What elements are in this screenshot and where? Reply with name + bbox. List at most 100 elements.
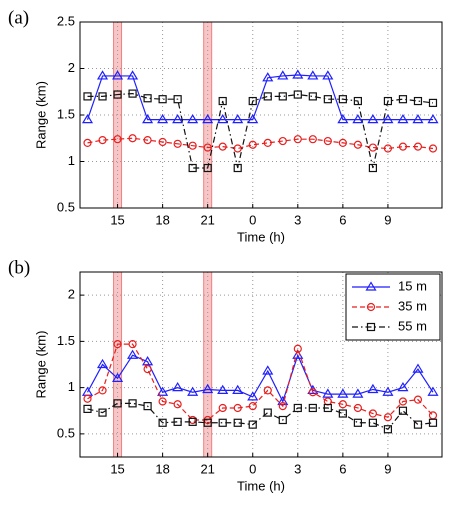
marker xyxy=(412,363,424,373)
marker xyxy=(338,400,347,409)
marker xyxy=(202,383,214,394)
panel-label: (b) xyxy=(8,257,30,278)
marker xyxy=(233,418,242,427)
series-line xyxy=(86,353,434,404)
marker xyxy=(128,399,137,408)
marker xyxy=(143,94,152,103)
marker xyxy=(323,136,332,146)
marker xyxy=(263,386,272,395)
plot-frame xyxy=(79,21,443,209)
marker xyxy=(353,403,362,413)
marker xyxy=(337,388,349,398)
marker xyxy=(293,90,302,99)
marker xyxy=(173,417,182,426)
x-axis-label: Time (h) xyxy=(237,478,285,493)
marker xyxy=(187,113,199,124)
marker xyxy=(127,349,139,359)
marker xyxy=(142,356,154,366)
marker xyxy=(397,113,409,124)
marker xyxy=(293,403,302,413)
marker xyxy=(187,386,199,396)
y-tick-label: 2 xyxy=(68,60,75,75)
x-tick-label: 21 xyxy=(200,461,214,476)
marker xyxy=(398,95,408,104)
x-tick-label: 0 xyxy=(249,461,256,476)
marker xyxy=(337,113,349,124)
x-tick-label: 9 xyxy=(384,461,391,476)
marker xyxy=(262,365,274,375)
marker xyxy=(367,383,379,394)
series-line xyxy=(87,137,434,150)
marker xyxy=(427,386,439,396)
marker xyxy=(428,418,438,427)
marker xyxy=(111,372,124,382)
marker xyxy=(218,142,227,151)
marker xyxy=(322,388,334,398)
marker xyxy=(188,141,197,150)
marker xyxy=(157,386,169,396)
marker xyxy=(143,365,152,374)
marker xyxy=(323,95,332,104)
marker xyxy=(367,113,379,124)
marker xyxy=(233,403,242,413)
series-line xyxy=(87,343,434,421)
y-tick-label: 1.5 xyxy=(57,106,75,121)
marker xyxy=(188,417,197,426)
marker xyxy=(368,418,378,427)
marker xyxy=(248,420,257,429)
marker xyxy=(113,90,122,99)
legend-marker xyxy=(365,281,377,291)
marker xyxy=(188,163,197,173)
marker xyxy=(413,142,423,151)
marker xyxy=(338,138,347,147)
marker xyxy=(233,163,242,173)
marker xyxy=(383,96,393,106)
marker xyxy=(232,113,244,124)
marker xyxy=(81,113,94,124)
marker xyxy=(307,70,319,80)
marker xyxy=(398,397,408,406)
y-tick-label: 0.5 xyxy=(57,199,75,214)
marker xyxy=(323,403,332,413)
marker xyxy=(172,113,184,124)
y-axis-label: Range (km) xyxy=(33,81,48,149)
marker xyxy=(83,92,92,101)
marker xyxy=(262,72,274,82)
x-tick-label: 15 xyxy=(110,212,124,227)
marker xyxy=(398,406,408,415)
marker xyxy=(83,394,92,403)
marker xyxy=(233,144,242,153)
legend-label: 15 m xyxy=(398,278,427,293)
marker xyxy=(98,408,107,417)
marker xyxy=(203,418,212,427)
marker xyxy=(158,418,167,427)
marker xyxy=(202,113,214,124)
marker xyxy=(338,95,347,104)
marker xyxy=(382,386,394,396)
y-tick-label: 1.5 xyxy=(57,333,75,348)
marker xyxy=(218,403,227,413)
marker xyxy=(96,358,109,369)
marker xyxy=(278,92,287,101)
marker xyxy=(217,113,229,124)
marker xyxy=(128,340,137,349)
marker xyxy=(382,113,394,124)
marker xyxy=(263,408,272,417)
marker xyxy=(158,137,167,147)
x-tick-label: 18 xyxy=(155,461,169,476)
x-tick-label: 21 xyxy=(200,212,214,227)
marker xyxy=(142,113,154,124)
marker xyxy=(352,113,364,124)
marker xyxy=(277,70,289,80)
marker xyxy=(248,96,257,106)
legend-marker xyxy=(366,302,376,312)
marker xyxy=(263,138,272,147)
marker xyxy=(158,95,167,104)
plot-frame xyxy=(79,271,443,458)
marker xyxy=(248,140,257,149)
series-line xyxy=(87,93,434,169)
marker xyxy=(158,397,167,406)
x-tick-label: 18 xyxy=(155,212,169,227)
marker xyxy=(143,136,152,145)
series-line xyxy=(86,74,433,121)
